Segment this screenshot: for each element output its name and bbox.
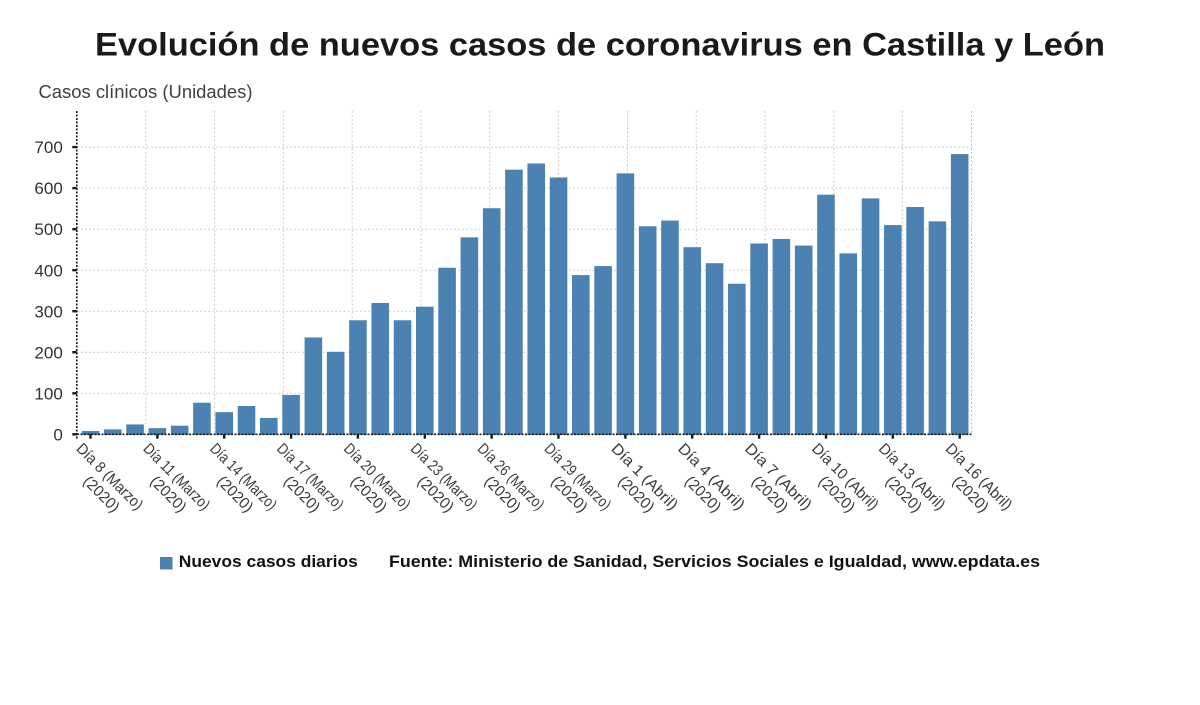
svg-text:200: 200 bbox=[34, 343, 62, 362]
svg-text:Fuente: Ministerio de Sanidad,: Fuente: Ministerio de Sanidad, Servicios… bbox=[389, 552, 1040, 571]
svg-text:600: 600 bbox=[34, 179, 62, 198]
svg-text:0: 0 bbox=[53, 425, 62, 444]
svg-text:100: 100 bbox=[34, 384, 62, 403]
svg-text:Nuevos casos diarios: Nuevos casos diarios bbox=[179, 552, 358, 571]
svg-text:700: 700 bbox=[34, 138, 62, 157]
svg-text:400: 400 bbox=[34, 261, 62, 280]
svg-text:Casos clínicos (Unidades): Casos clínicos (Unidades) bbox=[39, 82, 253, 102]
svg-text:500: 500 bbox=[34, 220, 62, 239]
svg-text:Evolución de nuevos casos de c: Evolución de nuevos casos de coronavirus… bbox=[95, 27, 1105, 63]
svg-text:300: 300 bbox=[34, 302, 62, 321]
